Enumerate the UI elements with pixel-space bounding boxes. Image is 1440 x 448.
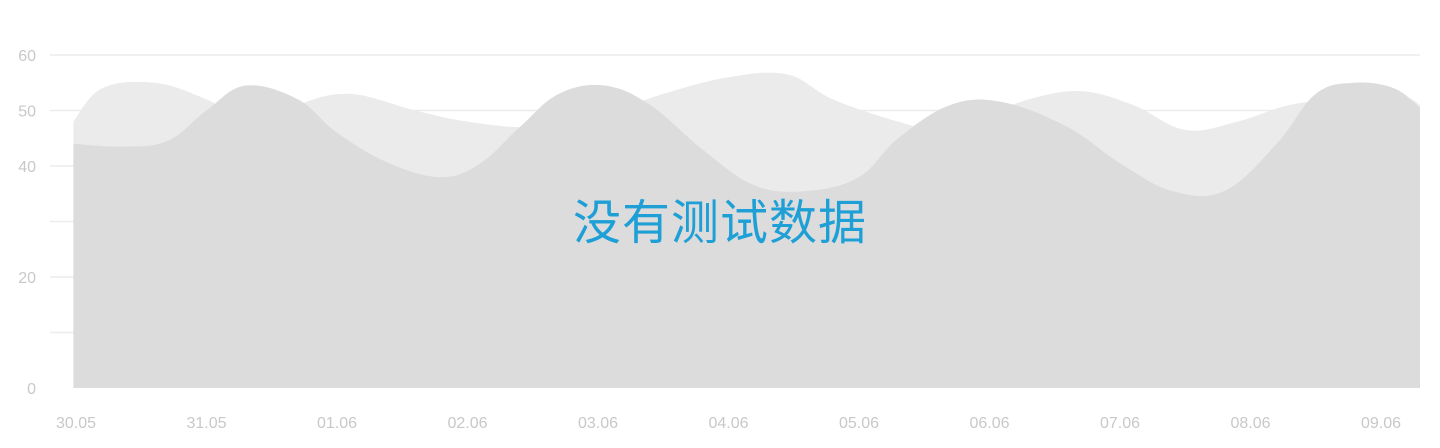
x-tick-label: 09.06 <box>1361 415 1401 432</box>
y-tick-label: 40 <box>18 159 36 176</box>
y-axis: 0 20 40 50 60 <box>18 48 36 398</box>
y-tick-label: 50 <box>18 104 36 121</box>
x-tick-label: 31.05 <box>186 415 226 432</box>
x-tick-label: 04.06 <box>708 415 748 432</box>
x-tick-label: 02.06 <box>447 415 487 432</box>
x-tick-label: 07.06 <box>1100 415 1140 432</box>
y-tick-label: 60 <box>18 48 36 65</box>
plot-area <box>73 72 1420 388</box>
x-tick-label: 03.06 <box>578 415 618 432</box>
y-tick-label: 0 <box>27 381 36 398</box>
x-tick-label: 01.06 <box>317 415 357 432</box>
no-data-message: 没有测试数据 <box>572 195 867 251</box>
x-tick-label: 30.05 <box>56 415 96 432</box>
x-tick-label: 05.06 <box>839 415 879 432</box>
x-axis: 30.05 31.05 01.06 02.06 03.06 04.06 05.06 06.06… <box>56 415 1401 432</box>
y-tick-label: 20 <box>18 270 36 287</box>
x-tick-label: 06.06 <box>969 415 1009 432</box>
area-series-2 <box>73 82 1420 388</box>
x-tick-label: 08.06 <box>1230 415 1270 432</box>
